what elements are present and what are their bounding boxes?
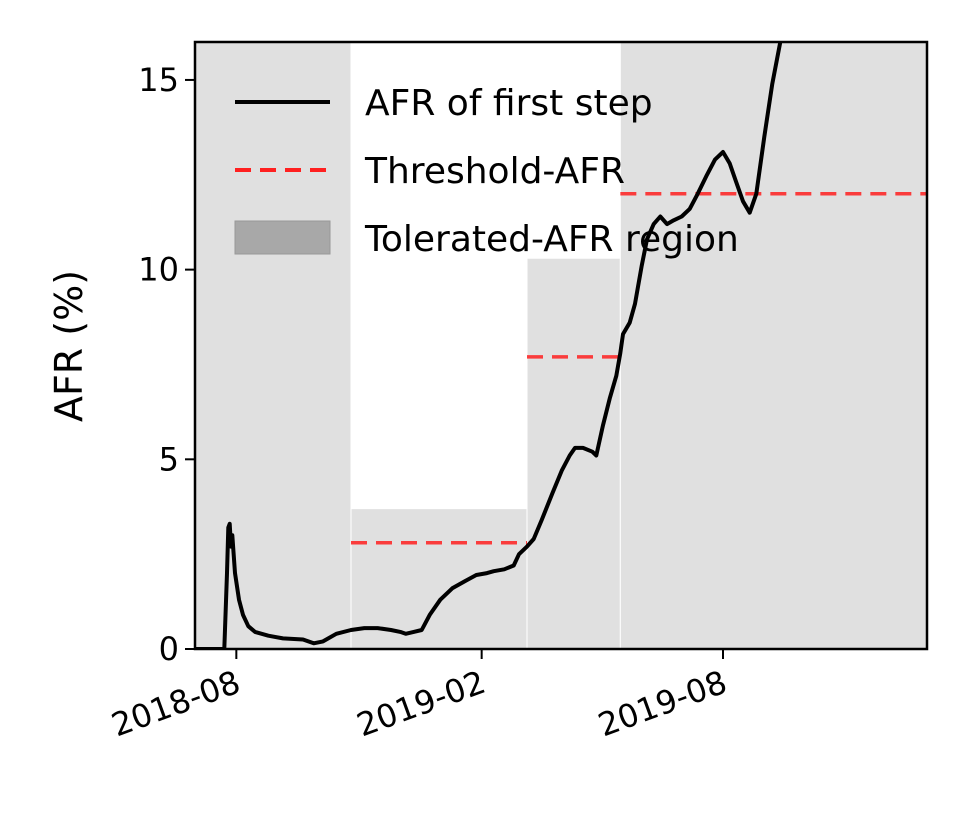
threshold-lines <box>351 192 927 545</box>
x-axis: 2018-08 2019-02 2019-08 <box>106 649 732 744</box>
y-tick-label-2: 10 <box>138 251 179 289</box>
series-layer <box>195 42 783 649</box>
legend: AFR of first step Threshold-AFR Tolerate… <box>234 83 739 260</box>
y-axis-title: AFR (%) <box>47 270 91 422</box>
x-tick-label-0: 2018-08 <box>106 663 245 744</box>
legend-region-label: Tolerated-AFR region <box>364 219 739 260</box>
y-axis: 0 5 10 15 <box>138 61 195 668</box>
tolerated-region-2 <box>526 257 621 649</box>
y-tick-label-0: 0 <box>159 630 179 668</box>
x-tick-label-1: 2019-02 <box>352 663 491 744</box>
y-tick-label-1: 5 <box>159 440 179 478</box>
plot-frame <box>193 40 929 651</box>
tolerated-region-0 <box>195 42 352 649</box>
tolerated-region-3 <box>619 42 927 649</box>
legend-region-swatch <box>234 220 331 255</box>
tolerated-region-1 <box>350 508 528 649</box>
legend-threshold-label: Threshold-AFR <box>364 151 625 192</box>
x-tick-label-2: 2019-08 <box>593 663 732 744</box>
tolerated-regions <box>195 42 927 649</box>
legend-line-label: AFR of first step <box>365 83 653 124</box>
y-tick-label-3: 15 <box>138 61 179 99</box>
series-line-0 <box>195 42 783 649</box>
